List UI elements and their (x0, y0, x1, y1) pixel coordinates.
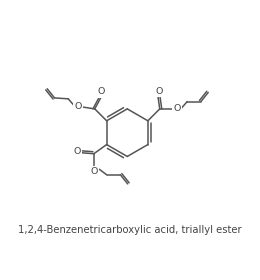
Text: O: O (155, 87, 162, 95)
Text: O: O (75, 102, 82, 111)
Text: O: O (90, 167, 98, 176)
Text: O: O (73, 147, 81, 157)
Text: O: O (98, 87, 105, 97)
Text: O: O (173, 104, 181, 113)
Text: 1,2,4-Benzenetricarboxylic acid, triallyl ester: 1,2,4-Benzenetricarboxylic acid, trially… (18, 225, 242, 235)
